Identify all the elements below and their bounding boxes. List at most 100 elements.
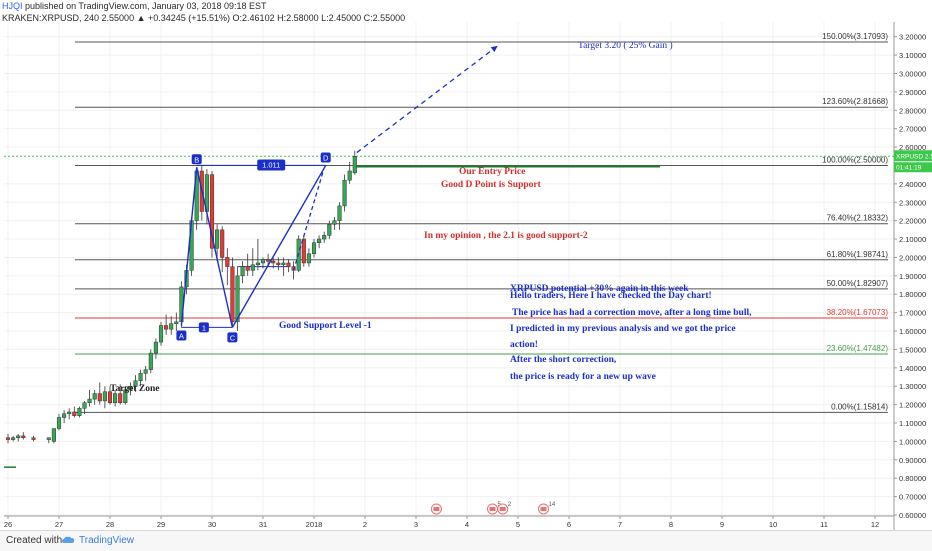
- price-axis-label: 1.60000: [899, 327, 926, 336]
- candle-body: [317, 238, 322, 243]
- tradingview-cloud-icon: [62, 536, 75, 543]
- pattern-point-d-label: D: [323, 153, 329, 162]
- candle-body: [97, 393, 102, 402]
- candle-body: [123, 389, 128, 404]
- price-axis-label: 3.10000: [899, 51, 926, 60]
- price-axis-label: 1.80000: [899, 290, 926, 299]
- candle-body: [174, 321, 179, 324]
- candle-body: [118, 393, 123, 404]
- candle-body: [215, 229, 220, 249]
- candle-body: [332, 220, 337, 225]
- candle-body: [169, 323, 174, 330]
- event-count-label: 2: [508, 502, 512, 508]
- candle-body: [72, 411, 77, 416]
- fib-level-label: 38.20%(1.67073): [827, 308, 889, 317]
- d-support-annotation: Good D Point is Support: [441, 180, 542, 190]
- chart-header-publish: HJQI published on TradingView.com, Janua…: [2, 1, 267, 11]
- pattern-point-c-label: C: [230, 333, 236, 342]
- pattern-cd-leg: [231, 165, 327, 328]
- candle-body: [352, 156, 357, 174]
- good-support-annotation: Good Support Level -1: [279, 321, 372, 331]
- price-axis-label: 0.60000: [899, 511, 926, 520]
- price-axis-label: 2.10000: [899, 235, 926, 244]
- price-axis-label: 1.30000: [899, 382, 926, 391]
- time-axis-label: 2: [363, 520, 367, 529]
- publish-info: published on TradingView.com, January 03…: [25, 1, 267, 11]
- candle-body: [276, 262, 281, 266]
- pattern-point-d-badge: [320, 152, 331, 163]
- candle-body: [113, 393, 118, 404]
- price-axis-label: 2.30000: [899, 198, 926, 207]
- candle-body: [209, 174, 215, 249]
- ac-ratio-badge: [198, 322, 209, 333]
- fib-level-label: 23.60%(1.47482): [827, 344, 889, 353]
- time-axis-label: 11: [820, 520, 828, 529]
- fib-level-label: 123.60%(2.81668): [822, 97, 888, 106]
- candle-body: [225, 257, 230, 267]
- candle-body: [56, 417, 62, 429]
- created-with-label: Created with: [6, 535, 63, 546]
- symbol-ohlc-line: KRAKEN:XRPUSD, 240 2.55000 ▲ +0.34245 (+…: [2, 13, 406, 23]
- time-axis-label: 7: [618, 520, 622, 529]
- candle-body: [107, 391, 113, 404]
- candle-body: [148, 352, 153, 370]
- price-chart[interactable]: 3.20000 3.10000 3.00000 2.90000 2.80000 2.700…: [0, 0, 932, 530]
- candle-body: [46, 437, 51, 440]
- candle-body: [153, 341, 158, 354]
- time-axis-label: 4: [465, 520, 469, 529]
- price-axis-label: 2.70000: [899, 125, 926, 134]
- projection-line-to-d: [292, 169, 325, 271]
- time-axis-label: 12: [871, 520, 879, 529]
- pattern-point-c-badge: [227, 332, 238, 343]
- price-axis-label: 2.00000: [899, 253, 926, 262]
- analysis-line-ready: the price is ready for a new up wave: [510, 372, 656, 382]
- price-axis-label: 1.10000: [899, 419, 926, 428]
- event-flag-icon-stripe: [540, 507, 547, 511]
- analysis-line-action: action!: [510, 340, 538, 350]
- fib-level-label: 100.00%(2.50000): [822, 155, 888, 164]
- candle-body: [158, 325, 164, 343]
- price-axis-label: 1.00000: [899, 437, 926, 446]
- candle-body: [255, 262, 260, 266]
- price-axis-label: 1.40000: [899, 364, 926, 373]
- time-axis-label: 8: [669, 520, 673, 529]
- candle-body: [77, 408, 82, 416]
- price-axis-label: 1.20000: [899, 401, 926, 410]
- price-axis-label: 2.90000: [899, 88, 926, 97]
- author-name[interactable]: HJQI: [2, 1, 23, 11]
- event-count-label: 14: [549, 502, 556, 508]
- candle-body: [342, 179, 347, 207]
- time-axis-label: 3: [414, 520, 418, 529]
- candle-body: [266, 259, 271, 262]
- candle-body: [133, 380, 138, 387]
- event-flag-icon-stripe: [489, 507, 496, 511]
- candle-body: [143, 369, 148, 374]
- price-axis-label: 1.50000: [899, 345, 926, 354]
- candle-body: [245, 266, 250, 271]
- candle-body: [286, 262, 291, 267]
- analysis-line-correction: The price has had a correction move, aft…: [512, 308, 752, 318]
- fib-level-label: 76.40%(2.18332): [827, 214, 889, 223]
- candle-body: [337, 205, 342, 221]
- price-axis-label: 1.70000: [899, 309, 926, 318]
- candle-body: [67, 411, 72, 415]
- analysis-line-after: After the short correction,: [510, 355, 617, 365]
- time-axis-label: 9: [720, 520, 724, 529]
- candle-body: [250, 264, 255, 271]
- target-arrow-line: [356, 45, 498, 154]
- time-axis-label: 28: [106, 520, 114, 529]
- pattern-point-b-label: B: [194, 155, 199, 164]
- candle-body: [128, 385, 133, 391]
- candle-body: [51, 428, 56, 442]
- tradingview-brand[interactable]: TradingView: [79, 535, 135, 546]
- candle-body: [62, 413, 67, 418]
- price-axis-label: 2.40000: [899, 180, 926, 189]
- pattern-point-b-badge: [191, 154, 202, 165]
- ac-ratio-label: 1: [202, 323, 206, 332]
- fib-level-label: 150.00%(3.17093): [822, 32, 888, 41]
- candle-body: [311, 242, 317, 255]
- fib-level-label: 0.00%(1.15814): [831, 402, 888, 411]
- price-axis-label: 2.60000: [899, 143, 926, 152]
- price-tag-time: 01:41:19: [896, 164, 922, 171]
- fib-level-label: 50.00%(1.82907): [827, 279, 889, 288]
